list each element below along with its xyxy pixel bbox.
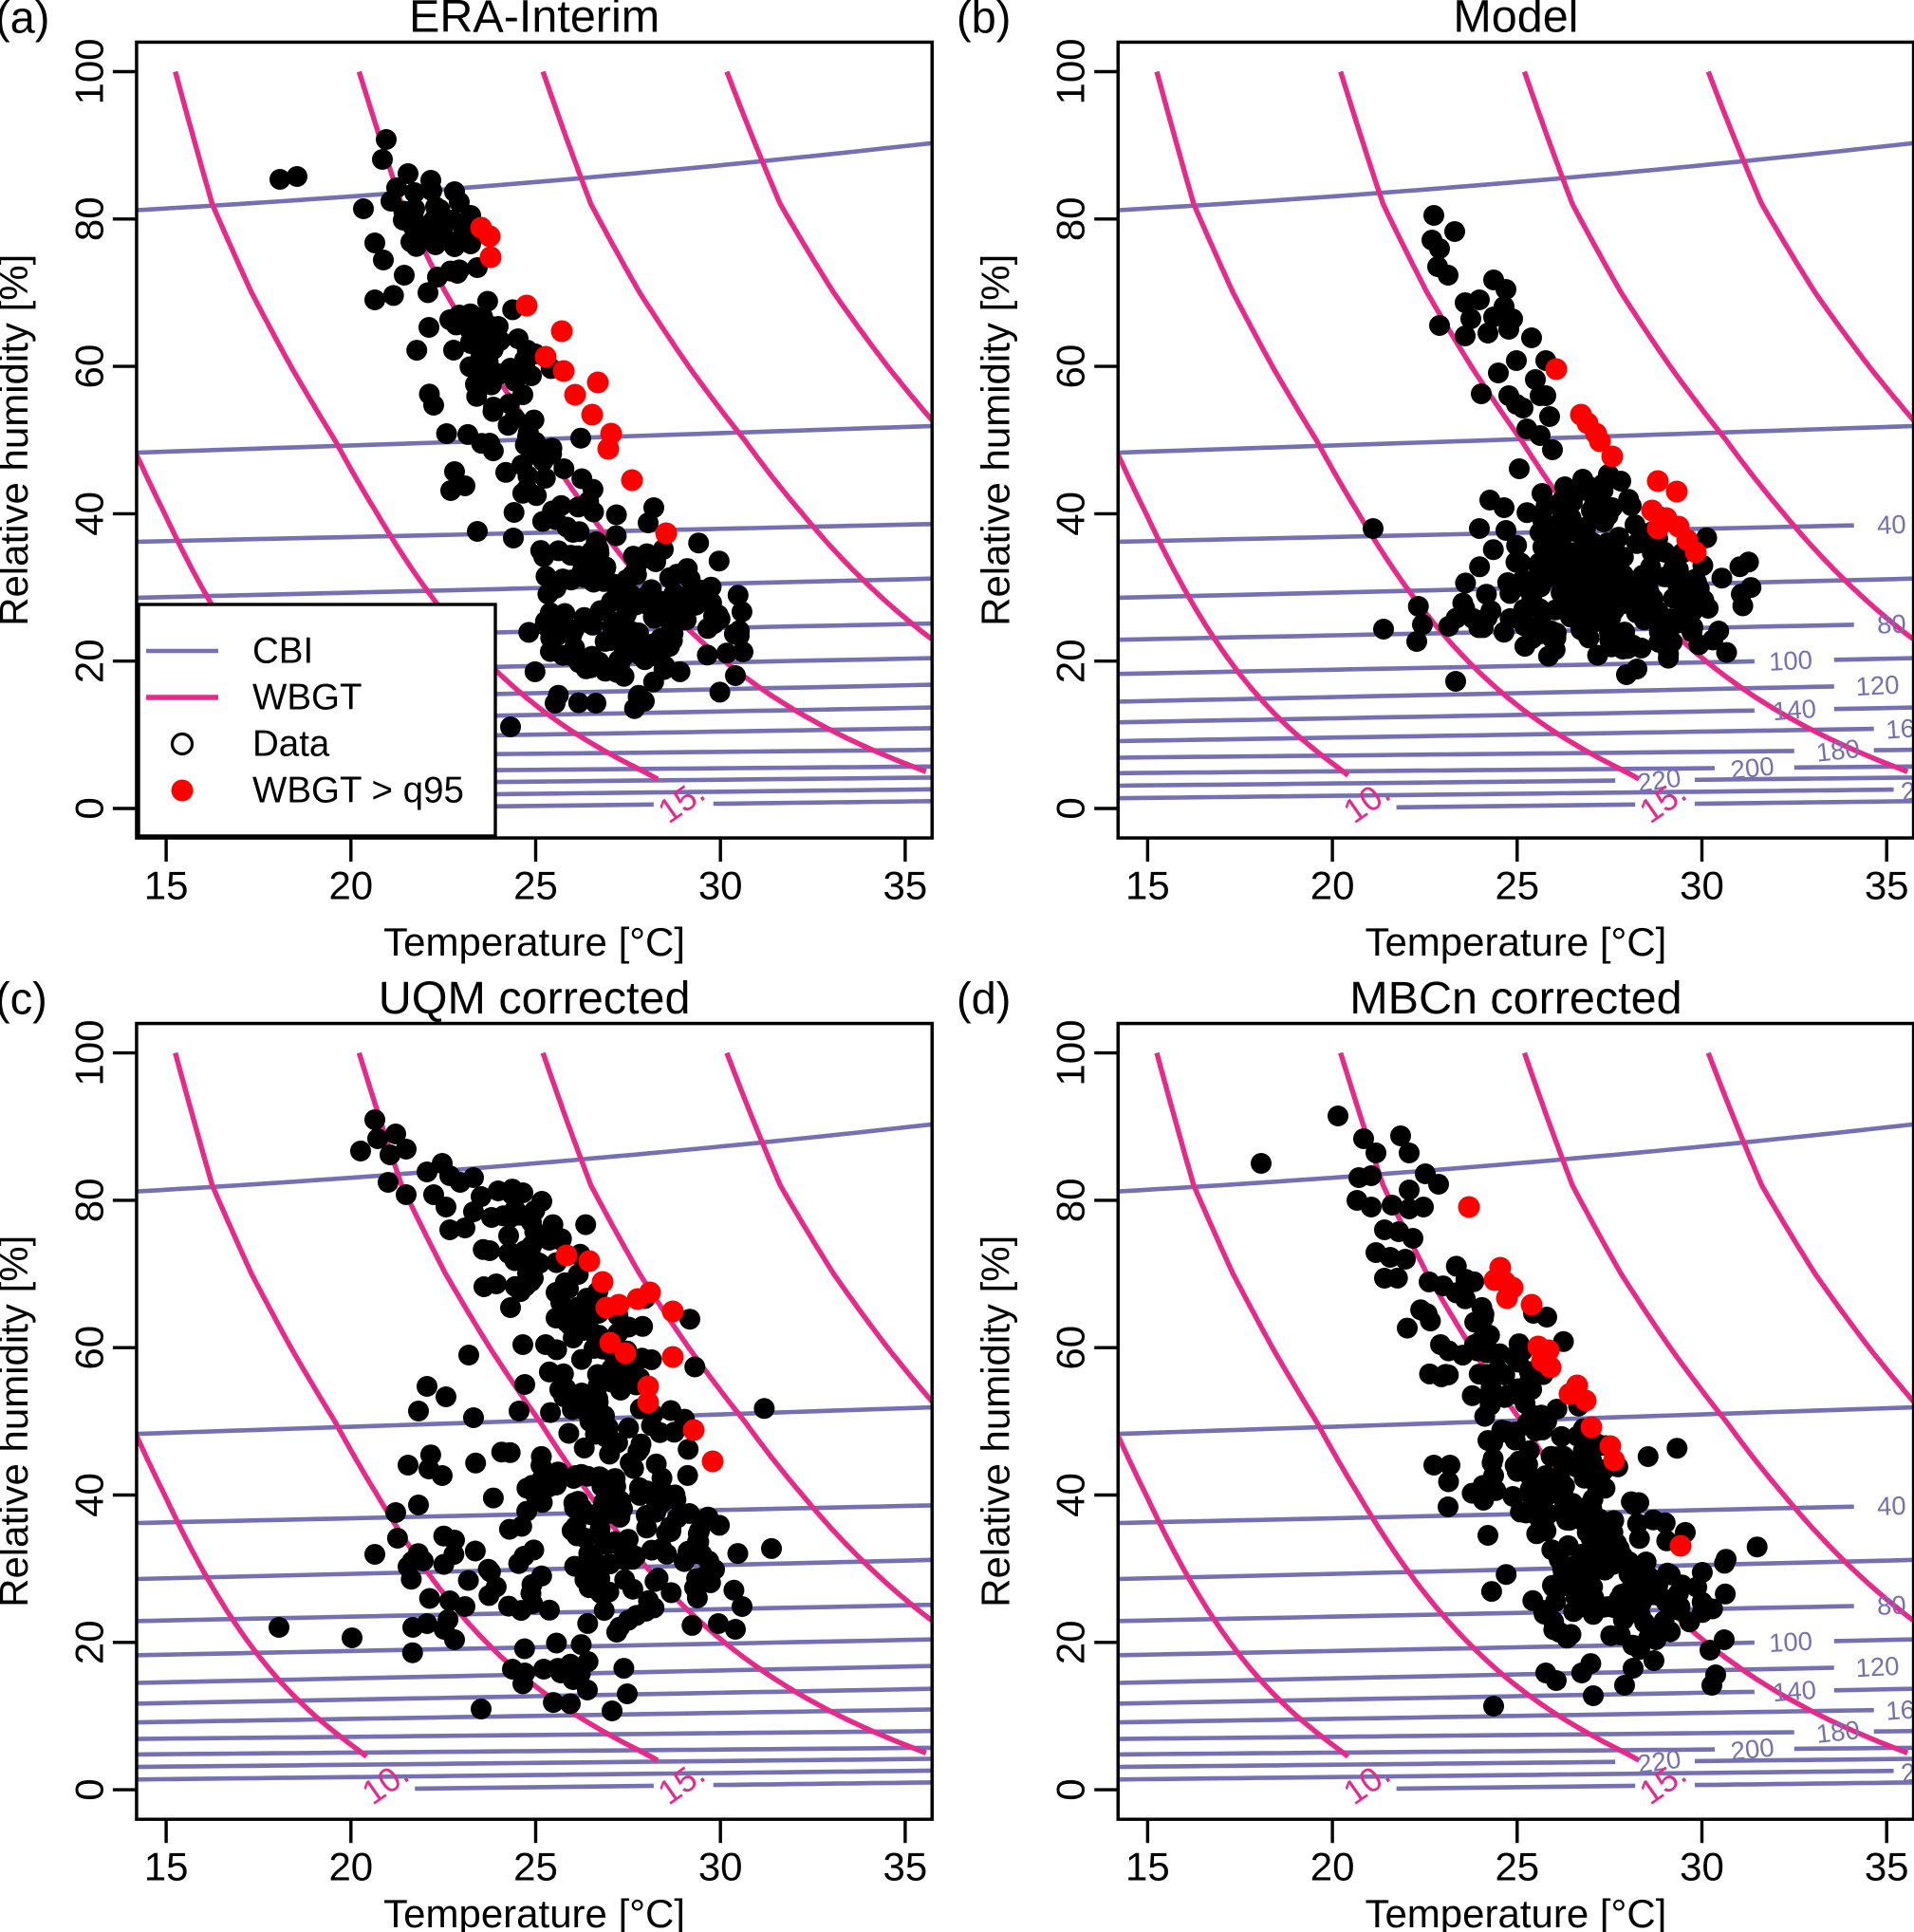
svg-text:30: 30	[1680, 864, 1724, 908]
svg-text:25: 25	[1495, 864, 1539, 908]
svg-text:40: 40	[1876, 510, 1906, 540]
svg-text:15: 15	[144, 1845, 189, 1889]
svg-text:0: 0	[1049, 1778, 1093, 1800]
svg-text:Relative humidity [%]: Relative humidity [%]	[0, 254, 36, 626]
svg-text:160: 160	[1885, 712, 1914, 744]
svg-text:120: 120	[1855, 670, 1900, 701]
svg-text:20: 20	[66, 639, 111, 683]
svg-text:Model: Model	[1453, 0, 1578, 43]
svg-text:Temperature [°C]: Temperature [°C]	[383, 920, 685, 964]
svg-text:20: 20	[66, 1620, 111, 1664]
svg-text:40: 40	[1049, 1473, 1093, 1517]
svg-text:(c): (c)	[0, 974, 47, 1024]
svg-text:80: 80	[66, 196, 111, 241]
svg-text:15: 15	[1125, 864, 1170, 908]
svg-text:40: 40	[1876, 1491, 1906, 1521]
svg-text:30: 30	[698, 1845, 743, 1889]
svg-text:35: 35	[1865, 864, 1909, 908]
svg-text:220: 220	[1636, 1744, 1683, 1779]
svg-text:80: 80	[1049, 1179, 1093, 1223]
svg-text:140: 140	[1772, 694, 1817, 726]
svg-text:60: 60	[66, 344, 111, 389]
svg-text:40: 40	[66, 1473, 111, 1517]
svg-text:Relative humidity [%]: Relative humidity [%]	[0, 1235, 36, 1607]
svg-text:80: 80	[1049, 196, 1093, 241]
svg-text:80: 80	[1876, 1590, 1906, 1621]
svg-text:25: 25	[1495, 1845, 1539, 1889]
svg-text:100: 100	[66, 1020, 111, 1087]
svg-text:20: 20	[328, 1845, 373, 1889]
svg-text:120: 120	[1855, 1651, 1900, 1682]
svg-text:35: 35	[1865, 1845, 1909, 1889]
svg-text:20: 20	[1049, 1620, 1093, 1664]
svg-text:20: 20	[1310, 864, 1355, 908]
svg-text:(b): (b)	[957, 0, 1011, 42]
svg-text:0: 0	[66, 797, 111, 819]
svg-text:20: 20	[1049, 639, 1093, 683]
svg-text:80: 80	[66, 1179, 111, 1223]
svg-text:40: 40	[66, 492, 111, 536]
svg-text:100: 100	[1049, 38, 1093, 104]
svg-text:Temperature [°C]: Temperature [°C]	[1365, 920, 1666, 964]
svg-text:60: 60	[1049, 1326, 1093, 1370]
svg-text:60: 60	[66, 1326, 111, 1370]
svg-text:200: 200	[1729, 1732, 1775, 1766]
svg-text:WBGT > q95: WBGT > q95	[252, 771, 464, 811]
svg-text:35: 35	[883, 1845, 928, 1889]
svg-text:0: 0	[1049, 797, 1093, 819]
svg-text:100: 100	[1049, 1020, 1093, 1087]
svg-text:WBGT: WBGT	[252, 678, 362, 718]
svg-text:100: 100	[66, 38, 111, 104]
svg-text:UQM corrected: UQM corrected	[379, 973, 691, 1024]
svg-text:30: 30	[1680, 1845, 1724, 1889]
svg-text:(a): (a)	[0, 0, 49, 42]
svg-text:180: 180	[1814, 734, 1861, 768]
svg-text:Temperature [°C]: Temperature [°C]	[383, 1891, 685, 1932]
svg-text:20: 20	[328, 864, 373, 908]
svg-text:15: 15	[144, 864, 189, 908]
svg-text:180: 180	[1814, 1715, 1861, 1749]
svg-text:100: 100	[1768, 1626, 1812, 1658]
svg-text:100: 100	[1768, 645, 1812, 677]
svg-text:240: 240	[1899, 771, 1914, 807]
svg-text:40: 40	[1049, 492, 1093, 536]
svg-text:140: 140	[1772, 1675, 1817, 1707]
svg-text:ERA-Interim: ERA-Interim	[409, 0, 660, 43]
svg-text:200: 200	[1729, 751, 1775, 785]
svg-text:30: 30	[698, 864, 743, 908]
svg-text:220: 220	[1636, 763, 1683, 798]
svg-text:160: 160	[1885, 1694, 1914, 1726]
svg-text:Relative humidity [%]: Relative humidity [%]	[973, 254, 1017, 626]
svg-text:25: 25	[513, 1845, 558, 1889]
svg-text:80: 80	[1876, 609, 1906, 640]
svg-text:CBI: CBI	[252, 631, 313, 672]
svg-text:25: 25	[513, 864, 558, 908]
svg-text:Relative humidity [%]: Relative humidity [%]	[973, 1235, 1017, 1607]
svg-text:(d): (d)	[957, 974, 1011, 1024]
svg-text:20: 20	[1310, 1845, 1355, 1889]
svg-text:15: 15	[1125, 1845, 1170, 1889]
svg-text:35: 35	[883, 864, 928, 908]
svg-text:MBCn corrected: MBCn corrected	[1349, 973, 1682, 1024]
svg-text:Data: Data	[252, 724, 330, 765]
svg-text:Temperature [°C]: Temperature [°C]	[1365, 1891, 1666, 1932]
svg-text:60: 60	[1049, 344, 1093, 389]
svg-text:0: 0	[66, 1778, 111, 1800]
svg-text:240: 240	[1899, 1753, 1914, 1788]
